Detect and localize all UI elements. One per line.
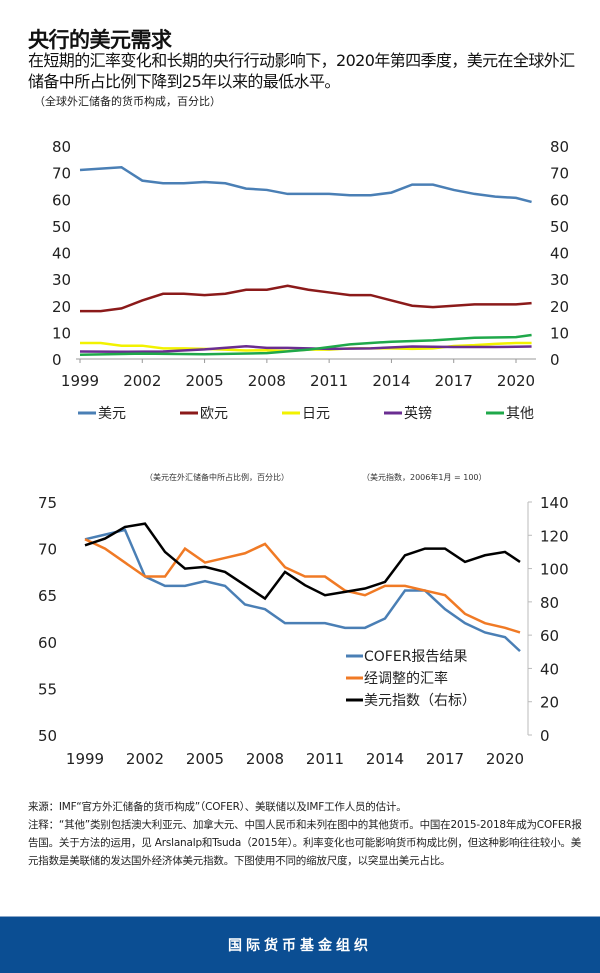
footer-bar: 国际货币基金组织: [0, 916, 600, 973]
legend-label-1: 经调整的汇率: [364, 670, 448, 687]
y-tick-label-right: 0: [550, 351, 560, 369]
y-tick-label-left: 40: [52, 245, 71, 263]
legend-label-3: 英镑: [404, 405, 432, 422]
legend-label-1: 欧元: [200, 406, 228, 422]
y-tick-label-left: 60: [38, 634, 57, 652]
y-tick-label-left: 75: [38, 494, 57, 512]
series-line-0: [84, 528, 521, 653]
x-tick-label: 1999: [66, 750, 104, 768]
y-tick-label-right: 0: [540, 727, 550, 745]
x-tick-label: 2011: [310, 372, 348, 390]
y-tick-label-right: 20: [540, 694, 559, 712]
series-line-4: [79, 333, 532, 356]
x-tick-label: 2014: [366, 750, 404, 768]
y-tick-label-right: 20: [550, 298, 569, 316]
series-line-0: [79, 166, 532, 204]
y-tick-label-left: 70: [52, 165, 71, 183]
x-tick-label: 2008: [246, 750, 284, 768]
y-tick-label-right: 60: [550, 191, 569, 209]
series-line-3: [79, 344, 532, 354]
y-tick-label-right: 40: [540, 660, 559, 678]
y-tick-label-right: 80: [540, 594, 559, 612]
right-axis-label: （美元指数，2006年1月 = 100）: [362, 472, 487, 482]
y-tick-label-right: 80: [550, 138, 569, 156]
legend-label-0: COFER报告结果: [364, 649, 467, 665]
legend-label-2: 美元指数（右标）: [364, 693, 476, 709]
y-tick-label-left: 20: [52, 298, 71, 316]
legend-label-0: 美元: [98, 406, 126, 422]
chart-currency-composition: 0 10 20 30 40 50 60 70 80 0 10 20 30 40 50 60 70 80 1999 20…: [52, 138, 569, 422]
y-tick-label-right: 100: [540, 561, 569, 579]
y-tick-label-left: 50: [52, 218, 71, 236]
y-tick-label-left: 0: [52, 351, 62, 369]
y-tick-label-right: 10: [550, 324, 569, 342]
page-title: 央行的美元需求: [28, 28, 172, 52]
y-tick-label-left: 65: [38, 587, 57, 605]
x-tick-label: 2017: [435, 372, 473, 390]
page-subtitle: 在短期的汇率变化和长期的央行行动影响下，2020年第四季度，美元在全球外汇储备中…: [28, 51, 575, 91]
x-tick-label: 2005: [185, 372, 223, 390]
y-tick-label-left: 55: [38, 680, 57, 698]
y-tick-label-right: 140: [540, 494, 569, 512]
y-tick-label-left: 80: [52, 138, 71, 156]
y-tick-label-left: 60: [52, 191, 71, 209]
chart-usd-share-vs-index: （美元在外汇储备中所占比例，百分比） （美元指数，2006年1月 = 100） 50…: [38, 472, 569, 768]
series-line-1: [80, 284, 532, 313]
y-tick-label-left: 50: [38, 727, 57, 745]
chart1-unit-note: （全球外汇储备的货币构成，百分比）: [34, 95, 221, 108]
x-tick-label: 2005: [186, 750, 224, 768]
x-tick-label: 2014: [372, 372, 410, 390]
series-line-1: [84, 538, 521, 634]
y-tick-label-right: 50: [550, 218, 569, 236]
x-tick-label: 2011: [306, 750, 344, 768]
y-tick-label-left: 70: [38, 541, 57, 559]
y-tick-label-right: 70: [550, 165, 569, 183]
x-tick-label: 2002: [126, 750, 164, 768]
notes: 来源：IMF“官方外汇储备的货币构成”（COFER）、美联储以及IMF工作人员的…: [28, 798, 588, 870]
x-tick-label: 2008: [248, 372, 286, 390]
y-tick-label-right: 60: [540, 627, 559, 645]
x-tick-label: 2020: [486, 750, 524, 768]
footer-org-name: 国际货币基金组织: [228, 938, 372, 954]
left-axis-label: （美元在外汇储备中所占比例，百分比）: [145, 472, 289, 482]
y-tick-label-left: 10: [52, 324, 71, 342]
y-tick-label-right: 120: [540, 527, 569, 545]
x-tick-label: 2002: [123, 372, 161, 390]
y-tick-label-right: 30: [550, 271, 569, 289]
legend-label-2: 日元: [302, 406, 330, 422]
x-tick-label: 2017: [426, 750, 464, 768]
legend-label-4: 其他: [506, 406, 534, 422]
series-line-2: [84, 522, 521, 601]
source-note: 来源：IMF“官方外汇储备的货币构成”（COFER）、美联储以及IMF工作人员的…: [28, 801, 407, 813]
footnote: 注释：“其他”类别包括澳大利亚元、加拿大元、中国人民币和未列在图中的其他货币。中…: [28, 819, 582, 867]
x-tick-label: 1999: [61, 372, 99, 390]
x-tick-label: 2020: [497, 372, 535, 390]
y-tick-label-right: 40: [550, 245, 569, 263]
y-tick-label-left: 30: [52, 271, 71, 289]
